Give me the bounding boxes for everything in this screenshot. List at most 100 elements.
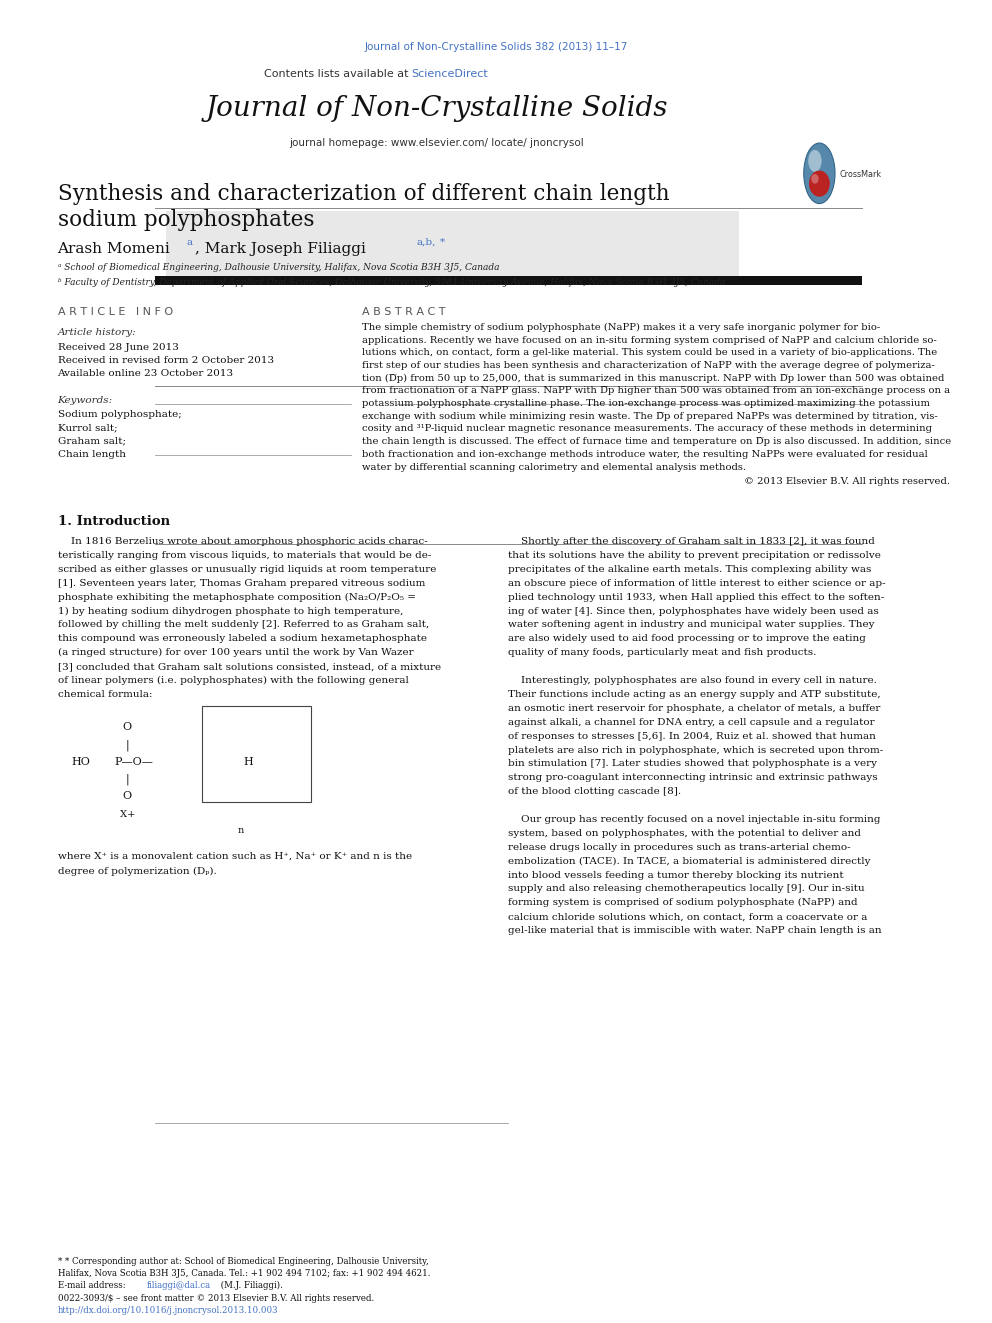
Text: (a ringed structure) for over 100 years until the work by Van Wazer: (a ringed structure) for over 100 years … xyxy=(58,648,413,658)
Text: H: H xyxy=(243,757,253,767)
Text: ᵇ Faculty of Dentistry, Department of Applied Oral Sciences, Dalhousie Universit: ᵇ Faculty of Dentistry, Department of Ap… xyxy=(58,278,725,287)
Text: quality of many foods, particularly meat and fish products.: quality of many foods, particularly meat… xyxy=(508,648,816,658)
Text: [1]. Seventeen years later, Thomas Graham prepared vitreous sodium: [1]. Seventeen years later, Thomas Graha… xyxy=(58,578,425,587)
Text: 1) by heating sodium dihydrogen phosphate to high temperature,: 1) by heating sodium dihydrogen phosphat… xyxy=(58,606,403,615)
Text: [3] concluded that Graham salt solutions consisted, instead, of a mixture: [3] concluded that Graham salt solutions… xyxy=(58,662,440,671)
Text: Received in revised form 2 October 2013: Received in revised form 2 October 2013 xyxy=(58,356,274,365)
Text: (M.J. Filiaggi).: (M.J. Filiaggi). xyxy=(218,1281,283,1290)
Text: * * Corresponding author at: School of Biomedical Engineering, Dalhousie Univers: * * Corresponding author at: School of B… xyxy=(58,1257,429,1266)
Text: The simple chemistry of sodium polyphosphate (NaPP) makes it a very safe inorgan: The simple chemistry of sodium polyphosp… xyxy=(362,323,880,332)
Text: sodium polyphosphates: sodium polyphosphates xyxy=(58,209,314,232)
Text: embolization (TACE). In TACE, a biomaterial is administered directly: embolization (TACE). In TACE, a biomater… xyxy=(508,856,870,865)
Text: lutions which, on contact, form a gel-like material. This system could be used i: lutions which, on contact, form a gel-li… xyxy=(362,348,937,357)
Text: calcium chloride solutions which, on contact, form a coacervate or a: calcium chloride solutions which, on con… xyxy=(508,912,867,921)
Text: © 2013 Elsevier B.V. All rights reserved.: © 2013 Elsevier B.V. All rights reserved… xyxy=(744,476,950,486)
Text: bin stimulation [7]. Later studies showed that polyphosphate is a very: bin stimulation [7]. Later studies showe… xyxy=(508,759,877,769)
Text: teristically ranging from viscous liquids, to materials that would be de-: teristically ranging from viscous liquid… xyxy=(58,550,431,560)
Text: Keywords:: Keywords: xyxy=(58,396,113,405)
Text: CrossMark: CrossMark xyxy=(839,171,882,179)
Text: platelets are also rich in polyphosphate, which is secreted upon throm-: platelets are also rich in polyphosphate… xyxy=(508,745,883,754)
Text: Journal of Non-Crystalline Solids 382 (2013) 11–17: Journal of Non-Crystalline Solids 382 (2… xyxy=(364,42,628,53)
Text: degree of polymerization (Dₚ).: degree of polymerization (Dₚ). xyxy=(58,867,216,876)
Text: Our group has recently focused on a novel injectable in-situ forming: Our group has recently focused on a nove… xyxy=(508,815,881,824)
Text: both fractionation and ion-exchange methods introduce water, the resulting NaPPs: both fractionation and ion-exchange meth… xyxy=(362,450,928,459)
Text: A R T I C L E   I N F O: A R T I C L E I N F O xyxy=(58,307,173,318)
Text: into blood vessels feeding a tumor thereby blocking its nutrient: into blood vessels feeding a tumor there… xyxy=(508,871,843,880)
Ellipse shape xyxy=(811,175,818,184)
Text: are also widely used to aid food processing or to improve the eating: are also widely used to aid food process… xyxy=(508,634,866,643)
Text: followed by chilling the melt suddenly [2]. Referred to as Graham salt,: followed by chilling the melt suddenly [… xyxy=(58,620,429,630)
Text: strong pro-coagulant interconnecting intrinsic and extrinsic pathways: strong pro-coagulant interconnecting int… xyxy=(508,773,878,782)
Text: a: a xyxy=(186,238,192,247)
Ellipse shape xyxy=(809,171,830,197)
FancyBboxPatch shape xyxy=(202,705,310,802)
Text: from fractionation of a NaPP glass. NaPP with D̅p higher than 500 was obtained f: from fractionation of a NaPP glass. NaPP… xyxy=(362,386,950,396)
Text: plied technology until 1933, when Hall applied this effect to the soften-: plied technology until 1933, when Hall a… xyxy=(508,593,884,602)
Text: , Mark Joseph Filiaggi: , Mark Joseph Filiaggi xyxy=(195,242,371,257)
Text: O: O xyxy=(122,722,131,733)
Text: 1. Introduction: 1. Introduction xyxy=(58,515,170,528)
Text: forming system is comprised of sodium polyphosphate (NaPP) and: forming system is comprised of sodium po… xyxy=(508,898,857,908)
Text: X+: X+ xyxy=(117,810,136,819)
Text: the chain length is discussed. The effect of furnace time and temperature on D̅p: the chain length is discussed. The effec… xyxy=(362,437,951,446)
Text: that its solutions have the ability to prevent precipitation or redissolve: that its solutions have the ability to p… xyxy=(508,550,881,560)
Text: Halifax, Nova Scotia B3H 3J5, Canada. Tel.: +1 902 494 7102; fax: +1 902 494 462: Halifax, Nova Scotia B3H 3J5, Canada. Te… xyxy=(58,1269,431,1278)
Text: Synthesis and characterization of different chain length: Synthesis and characterization of differ… xyxy=(58,183,670,205)
Text: an obscure piece of information of little interest to either science or ap-: an obscure piece of information of littl… xyxy=(508,578,886,587)
Text: a,b,: a,b, xyxy=(417,238,436,247)
Text: phosphate exhibiting the metaphosphate composition (Na₂O/P₂O₅ =: phosphate exhibiting the metaphosphate c… xyxy=(58,593,416,602)
Text: where X⁺ is a monovalent cation such as H⁺, Na⁺ or K⁺ and n is the: where X⁺ is a monovalent cation such as … xyxy=(58,852,412,861)
Text: |: | xyxy=(126,740,130,751)
Bar xyxy=(155,277,862,284)
Text: E-mail address:: E-mail address: xyxy=(58,1281,128,1290)
Text: gel-like material that is immiscible with water. NaPP chain length is an: gel-like material that is immiscible wit… xyxy=(508,926,882,935)
Text: A B S T R A C T: A B S T R A C T xyxy=(362,307,445,318)
Text: n: n xyxy=(238,826,244,835)
Text: an osmotic inert reservoir for phosphate, a chelator of metals, a buffer: an osmotic inert reservoir for phosphate… xyxy=(508,704,880,713)
Text: first step of our studies has been synthesis and characterization of NaPP with t: first step of our studies has been synth… xyxy=(362,361,934,370)
Text: Chain length: Chain length xyxy=(58,450,126,459)
Text: Arash Momeni: Arash Momeni xyxy=(58,242,176,257)
Text: In 1816 Berzelius wrote about amorphous phosphoric acids charac-: In 1816 Berzelius wrote about amorphous … xyxy=(58,537,428,546)
Text: Sodium polyphosphate;: Sodium polyphosphate; xyxy=(58,410,182,419)
Ellipse shape xyxy=(808,149,821,172)
Text: supply and also releasing chemotherapeutics locally [9]. Our in-situ: supply and also releasing chemotherapeut… xyxy=(508,884,865,893)
Text: exchange with sodium while minimizing resin waste. The D̅p of prepared NaPPs was: exchange with sodium while minimizing re… xyxy=(362,411,937,421)
Text: cosity and ³¹P-liquid nuclear magnetic resonance measurements. The accuracy of t: cosity and ³¹P-liquid nuclear magnetic r… xyxy=(362,425,932,434)
FancyBboxPatch shape xyxy=(167,210,739,277)
Text: Their functions include acting as an energy supply and ATP substitute,: Their functions include acting as an ene… xyxy=(508,689,881,699)
Text: tion (D̅p) from 50 up to 25,000, that is summarized in this manuscript. NaPP wit: tion (D̅p) from 50 up to 25,000, that is… xyxy=(362,373,944,382)
Text: 0022-3093/$ – see front matter © 2013 Elsevier B.V. All rights reserved.: 0022-3093/$ – see front matter © 2013 El… xyxy=(58,1294,374,1303)
Text: water softening agent in industry and municipal water supplies. They: water softening agent in industry and mu… xyxy=(508,620,874,630)
Text: Contents lists available at: Contents lists available at xyxy=(264,69,412,79)
Text: P—O—: P—O— xyxy=(114,757,153,767)
Text: O: O xyxy=(122,791,131,802)
Text: chemical formula:: chemical formula: xyxy=(58,689,152,699)
Text: Graham salt;: Graham salt; xyxy=(58,437,126,446)
Text: of responses to stresses [5,6]. In 2004, Ruiz et al. showed that human: of responses to stresses [5,6]. In 2004,… xyxy=(508,732,876,741)
Text: HO: HO xyxy=(71,757,90,767)
Text: water by differential scanning calorimetry and elemental analysis methods.: water by differential scanning calorimet… xyxy=(362,463,746,471)
Text: release drugs locally in procedures such as trans-arterial chemo-: release drugs locally in procedures such… xyxy=(508,843,850,852)
Text: Available online 23 October 2013: Available online 23 October 2013 xyxy=(58,369,234,378)
Text: journal homepage: www.elsevier.com/ locate/ jnoncrysol: journal homepage: www.elsevier.com/ loca… xyxy=(289,138,584,148)
Text: Interestingly, polyphosphates are also found in every cell in nature.: Interestingly, polyphosphates are also f… xyxy=(508,676,877,685)
Text: potassium polyphosphate crystalline phase. The ion-exchange process was optimize: potassium polyphosphate crystalline phas… xyxy=(362,400,930,407)
Text: *: * xyxy=(439,238,444,247)
Text: applications. Recently we have focused on an in-situ forming system comprised of: applications. Recently we have focused o… xyxy=(362,336,936,344)
Text: ᵃ School of Biomedical Engineering, Dalhousie University, Halifax, Nova Scotia B: ᵃ School of Biomedical Engineering, Dalh… xyxy=(58,263,499,273)
Text: Shortly after the discovery of Graham salt in 1833 [2], it was found: Shortly after the discovery of Graham sa… xyxy=(508,537,875,546)
Text: Received 28 June 2013: Received 28 June 2013 xyxy=(58,343,179,352)
Text: ScienceDirect: ScienceDirect xyxy=(412,69,488,79)
Text: this compound was erroneously labeled a sodium hexametaphosphate: this compound was erroneously labeled a … xyxy=(58,634,427,643)
Text: scribed as either glasses or unusually rigid liquids at room temperature: scribed as either glasses or unusually r… xyxy=(58,565,435,574)
Text: |: | xyxy=(126,774,130,786)
Ellipse shape xyxy=(804,143,835,204)
Text: filiaggi@dal.ca: filiaggi@dal.ca xyxy=(147,1281,211,1290)
Text: Journal of Non-Crystalline Solids: Journal of Non-Crystalline Solids xyxy=(205,95,668,122)
Text: http://dx.doi.org/10.1016/j.jnoncrysol.2013.10.003: http://dx.doi.org/10.1016/j.jnoncrysol.2… xyxy=(58,1306,278,1315)
Text: Article history:: Article history: xyxy=(58,328,136,337)
Text: Kurrol salt;: Kurrol salt; xyxy=(58,423,117,433)
Text: against alkali, a channel for DNA entry, a cell capsule and a regulator: against alkali, a channel for DNA entry,… xyxy=(508,717,875,726)
Text: ing of water [4]. Since then, polyphosphates have widely been used as: ing of water [4]. Since then, polyphosph… xyxy=(508,606,879,615)
